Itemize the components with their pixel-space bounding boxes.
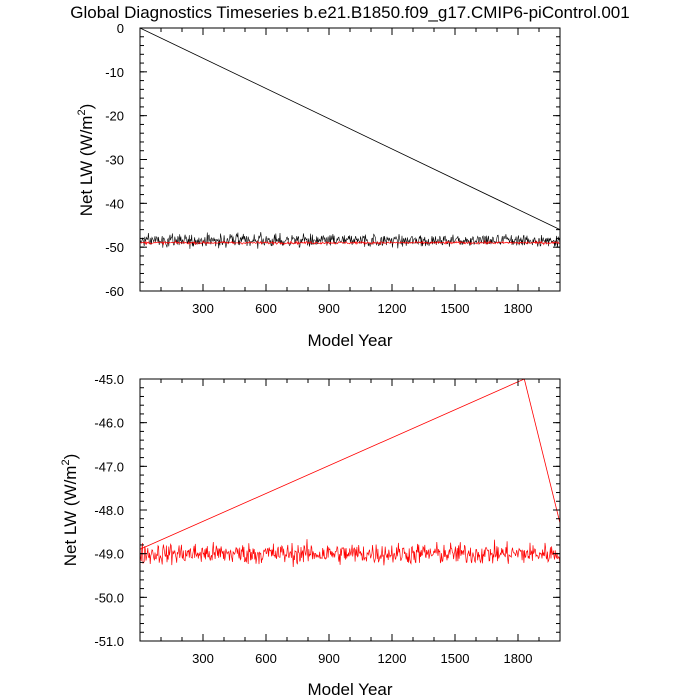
top-series-layer xyxy=(139,27,561,249)
top-y-tick-label: -20 xyxy=(105,109,124,124)
top-x-tick-label: 300 xyxy=(192,301,214,316)
bottom-y-tick-label: -46.0 xyxy=(94,416,124,431)
bottom-x-tick-label: 900 xyxy=(318,651,340,666)
bottom-y-tick-label: -48.0 xyxy=(94,503,124,518)
top-x-tick-label: 900 xyxy=(318,301,340,316)
top-y-tick-label: -50 xyxy=(105,240,124,255)
bottom-x-axis-title: Model Year xyxy=(307,680,392,699)
top-y-axis-title-sup: 2 xyxy=(76,109,88,115)
bottom-y-axis-title-sup: 2 xyxy=(60,459,72,465)
top-series-annual-mean xyxy=(139,239,561,246)
bottom-tick-layer: 300 600 900 1200 1500 1800 -45.0 -46.0 -47.0 -48.… xyxy=(94,372,560,666)
bottom-y-axis-title-close: ) xyxy=(61,454,80,460)
top-y-axis-title-main: Net LW (W/m xyxy=(77,116,96,217)
bottom-y-tick-label: -45.0 xyxy=(94,372,124,387)
bottom-y-tick-label: -47.0 xyxy=(94,459,124,474)
bottom-y-tick-label: -50.0 xyxy=(94,590,124,605)
bottom-x-tick-label: 600 xyxy=(255,651,277,666)
top-x-tick-label: 1500 xyxy=(441,301,470,316)
bottom-y-axis-title: Net LW (W/m2) xyxy=(60,454,80,567)
chart-title: Global Diagnostics Timeseries b.e21.B185… xyxy=(70,3,629,22)
bottom-y-tick-label: -49.0 xyxy=(94,547,124,562)
bottom-x-tick-label: 1800 xyxy=(504,651,533,666)
top-x-axis-title: Model Year xyxy=(307,331,392,350)
bottom-x-tick-label: 300 xyxy=(192,651,214,666)
bottom-panel: 300 600 900 1200 1500 1800 -45.0 -46.0 -47.0 -48.… xyxy=(60,372,561,699)
top-y-tick-label: -10 xyxy=(105,65,124,80)
bottom-series-layer xyxy=(139,378,561,568)
bottom-y-tick-label: -51.0 xyxy=(94,634,124,649)
top-y-tick-label: 0 xyxy=(117,21,124,36)
bottom-x-tick-label: 1500 xyxy=(441,651,470,666)
bottom-series-annual-mean-wrap-line xyxy=(139,378,561,550)
top-y-tick-label: -40 xyxy=(105,196,124,211)
top-y-axis-title: Net LW (W/m2) xyxy=(76,104,96,217)
top-x-tick-label: 600 xyxy=(255,301,277,316)
top-y-tick-label: -30 xyxy=(105,153,124,168)
top-x-tick-label: 1200 xyxy=(378,301,407,316)
bottom-plot-frame xyxy=(139,378,561,642)
bottom-y-axis-title-main: Net LW (W/m xyxy=(61,466,80,567)
top-x-tick-label: 1800 xyxy=(504,301,533,316)
top-series-monthly xyxy=(139,232,561,249)
top-y-axis-title-close: ) xyxy=(77,104,96,110)
top-tick-layer: 300 600 900 1200 1500 1800 0 -10 -20 -30 -40 -50 -60 xyxy=(105,21,560,316)
top-series-monthly-wrap-line xyxy=(139,27,561,230)
top-panel: 300 600 900 1200 1500 1800 0 -10 -20 -30 -40 -50 -60… xyxy=(76,21,561,350)
top-y-tick-label: -60 xyxy=(105,284,124,299)
bottom-x-tick-label: 1200 xyxy=(378,651,407,666)
top-plot-frame xyxy=(139,27,561,292)
bottom-series-annual-mean xyxy=(139,539,561,568)
